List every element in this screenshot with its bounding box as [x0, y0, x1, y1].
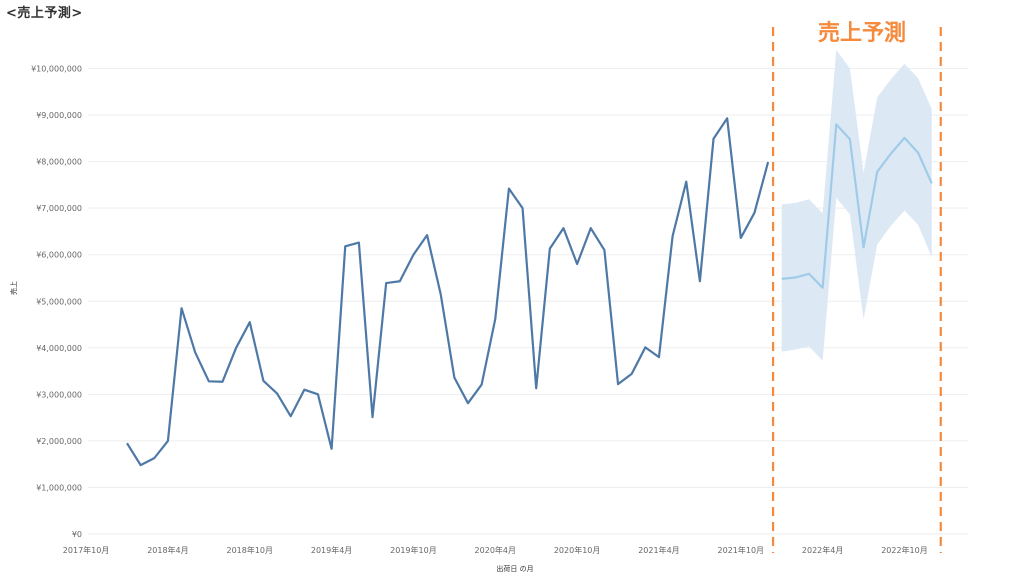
y-tick-label: ¥4,000,000 — [36, 344, 82, 353]
x-axis-title: 出荷日 の月 — [496, 564, 533, 573]
y-tick-label: ¥9,000,000 — [36, 111, 82, 120]
y-tick-label: ¥8,000,000 — [36, 158, 82, 167]
y-tick-label: ¥0 — [72, 530, 82, 539]
y-tick-label: ¥6,000,000 — [36, 251, 82, 260]
y-axis-title: 売上 — [9, 281, 18, 295]
x-tick-label: 2020年4月 — [475, 545, 516, 555]
x-tick-label: 2022年10月 — [881, 545, 928, 555]
y-tick-label: ¥2,000,000 — [36, 437, 82, 446]
x-tick-label: 2020年10月 — [554, 545, 601, 555]
y-axis: ¥0 ¥1,000,000 ¥2,000,000 ¥3,000,000 ¥4,000,0… — [31, 65, 82, 540]
y-tick-label: ¥7,000,000 — [36, 204, 82, 213]
y-tick-label: ¥3,000,000 — [36, 390, 82, 399]
x-tick-label: 2019年4月 — [311, 545, 352, 555]
x-tick-label: 2018年10月 — [226, 545, 273, 555]
lines-layer — [126, 117, 933, 467]
y-tick-label: ¥5,000,000 — [36, 297, 82, 306]
actual-sales-line — [126, 117, 770, 467]
x-tick-label: 2018年4月 — [147, 545, 188, 555]
x-tick-label: 2017年10月 — [63, 545, 110, 555]
x-tick-label: 2021年4月 — [638, 545, 679, 555]
y-tick-label: ¥1,000,000 — [36, 483, 82, 492]
y-tick-label: ¥10,000,000 — [31, 65, 82, 74]
forecast-confidence-band — [781, 49, 932, 361]
forecast-band-layer — [781, 49, 932, 361]
forecast-sales-line — [781, 123, 933, 289]
x-axis: 2017年10月 2018年4月 2018年10月 2019年4月 2019年10月 20… — [63, 545, 928, 555]
chart-title: <売上予測> — [6, 6, 83, 21]
forecast-dividers — [771, 27, 942, 553]
x-tick-label: 2021年10月 — [718, 545, 765, 555]
x-tick-label: 2019年10月 — [390, 545, 437, 555]
forecast-label: 売上予測 — [818, 20, 906, 46]
x-tick-label: 2022年4月 — [802, 545, 843, 555]
